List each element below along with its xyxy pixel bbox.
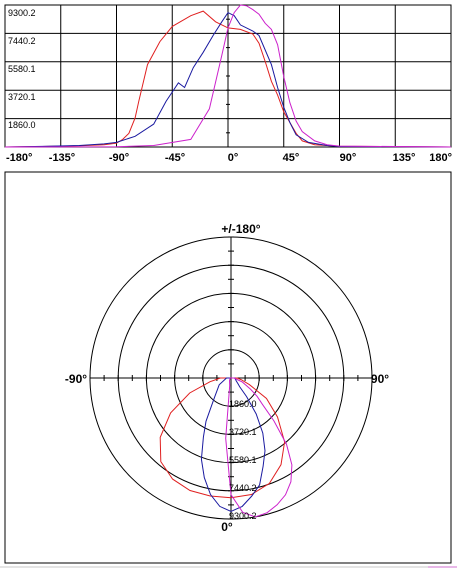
y-tick-label: 1860.0: [8, 120, 36, 130]
y-tick-label: 5580.1: [8, 64, 36, 74]
polar-chart: 1860.0 3720.1 5580.1 7440.2 9300.2 +/-18…: [4, 171, 452, 564]
x-tick-label: -90°: [109, 152, 129, 164]
polar-ring-labels: 1860.0 3720.1 5580.1 7440.2 9300.2: [229, 399, 257, 521]
cartesian-series: [4, 4, 452, 148]
polar-series: [159, 377, 293, 518]
x-tick-label: 45°: [283, 152, 300, 164]
angle-label-bottom: 0°: [221, 520, 233, 534]
cartesian-series-line-3: [4, 4, 452, 148]
angle-label-left: -90°: [65, 372, 87, 386]
x-tick-label: 180°: [429, 152, 452, 164]
polar-series-line-3: [225, 377, 293, 518]
ring-label: 1860.0: [229, 399, 257, 409]
cartesian-chart: 9300.2 7440.2 5580.1 3720.1 1860.0 -180°…: [4, 4, 452, 164]
polar-grid: [89, 236, 373, 520]
cartesian-series-line-2: [4, 11, 452, 148]
y-tick-label: 7440.2: [8, 36, 36, 46]
polar-angle-labels: +/-180° -90° 90° 0°: [65, 222, 389, 534]
x-tick-labels: -180° -135° -90° -45° 0° 45° 90° 135° 18…: [6, 152, 452, 164]
polar-series-line-2: [200, 377, 266, 512]
ring-label: 3720.1: [229, 427, 257, 437]
y-tick-label: 3720.1: [8, 92, 36, 102]
y-tick-labels: 9300.2 7440.2 5580.1 3720.1 1860.0: [8, 8, 36, 130]
angle-label-top: +/-180°: [221, 222, 260, 236]
ring-label: 9300.2: [229, 511, 257, 521]
x-tick-label: 0°: [228, 152, 239, 164]
y-tick-label: 9300.2: [8, 8, 36, 18]
x-tick-label: -180°: [6, 152, 32, 164]
ring-label: 7440.2: [229, 483, 257, 493]
x-tick-label: -45°: [165, 152, 185, 164]
x-tick-label: -135°: [49, 152, 75, 164]
cartesian-grid: [5, 5, 451, 147]
x-tick-label: 90°: [340, 152, 357, 164]
x-tick-label: 135°: [393, 152, 416, 164]
angle-label-right: 90°: [371, 372, 389, 386]
ring-label: 5580.1: [229, 455, 257, 465]
